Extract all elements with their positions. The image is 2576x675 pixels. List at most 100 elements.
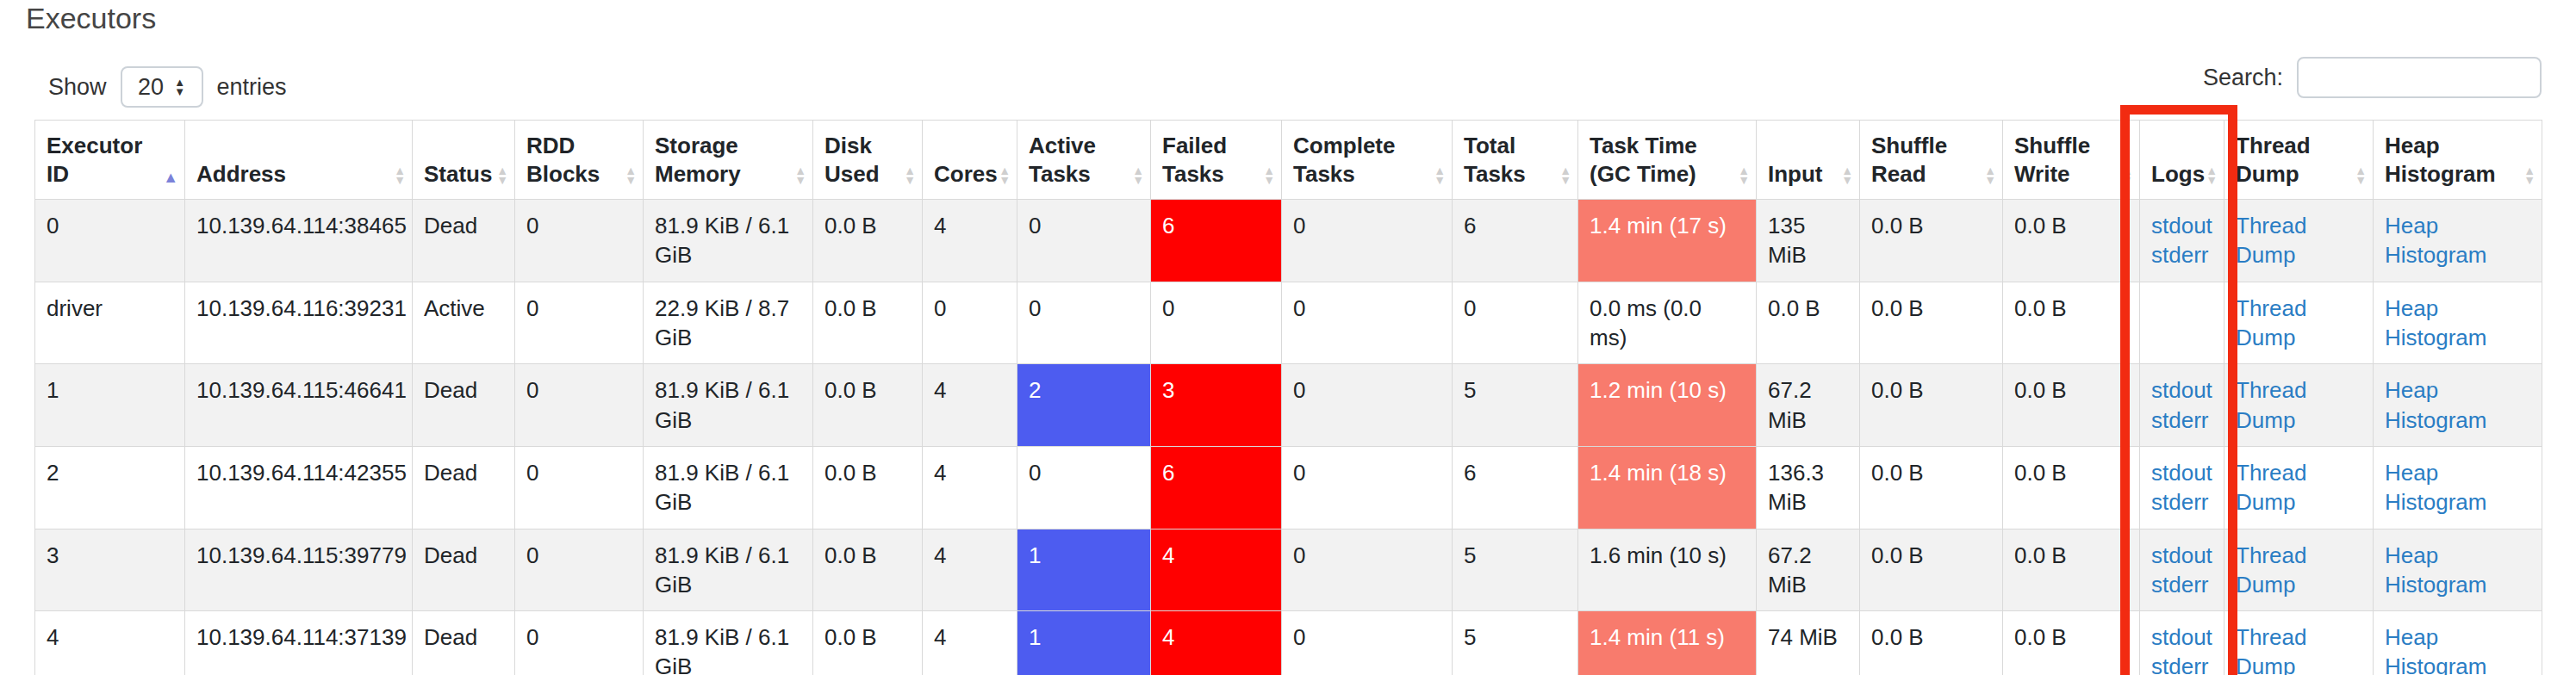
cell-input: 135 MiB [1757,200,1860,282]
cell-executor-id: 1 [35,364,185,447]
column-header-complete-tasks[interactable]: Complete Tasks▲▼ [1282,121,1453,200]
entries-label: entries [217,74,287,101]
column-header-total-tasks[interactable]: Total Tasks▲▼ [1453,121,1578,200]
cell-status: Dead [413,611,515,675]
cell-address: 10.139.64.114:37139 [185,611,413,675]
thread-dump-link[interactable]: Thread Dump [2236,542,2306,598]
cell-address: 10.139.64.115:39779 [185,529,413,611]
cell-active-tasks: 0 [1017,200,1151,282]
column-header-rdd-blocks[interactable]: RDD Blocks▲▼ [515,121,644,200]
cell-disk-used: 0.0 B [813,446,923,529]
stdout-link[interactable]: stdout [2151,542,2212,568]
entries-select[interactable]: 20 ▲▼ [121,66,203,108]
cell-active-tasks: 1 [1017,529,1151,611]
column-header-shuffle-write[interactable]: Shuffle Write▲▼ [2003,121,2140,200]
stderr-link[interactable]: stderr [2151,407,2208,433]
heap-histogram-link[interactable]: Heap Histogram [2385,624,2486,675]
cell-logs: stdout stderr [2140,446,2224,529]
cell-rdd-blocks: 0 [515,611,644,675]
cell-cores: 4 [923,200,1017,282]
search-control: Search: [2203,55,2542,100]
column-header-logs[interactable]: Logs▲▼ [2140,121,2224,200]
column-header-thread-dump[interactable]: Thread Dump▲▼ [2224,121,2374,200]
table-body: 010.139.64.114:38465Dead081.9 KiB / 6.1 … [35,200,2542,675]
cell-storage-memory: 81.9 KiB / 6.1 GiB [644,446,813,529]
cell-executor-id: 4 [35,611,185,675]
column-header-status[interactable]: Status▲▼ [413,121,515,200]
heap-histogram-link[interactable]: Heap Histogram [2385,377,2486,432]
cell-logs: stdout stderr [2140,200,2224,282]
thread-dump-link[interactable]: Thread Dump [2236,213,2306,268]
column-header-active-tasks[interactable]: Active Tasks▲▼ [1017,121,1151,200]
column-header-failed-tasks[interactable]: Failed Tasks▲▼ [1151,121,1282,200]
thread-dump-link[interactable]: Thread Dump [2236,377,2306,432]
sort-both-icon: ▲▼ [1559,166,1571,185]
page-title: Executors [26,2,156,35]
cell-total-tasks: 0 [1453,282,1578,364]
table-row: driver10.139.64.116:39231Active022.9 KiB… [35,282,2542,364]
cell-shuffle-read: 0.0 B [1860,446,2003,529]
table-row: 110.139.64.115:46641Dead081.9 KiB / 6.1 … [35,364,2542,447]
search-input[interactable] [2297,57,2542,98]
column-header-executor-id[interactable]: Executor ID▲ [35,121,185,200]
stderr-link[interactable]: stderr [2151,653,2208,675]
cell-task-time: 1.2 min (10 s) [1578,364,1757,447]
cell-address: 10.139.64.114:42355 [185,446,413,529]
stdout-link[interactable]: stdout [2151,624,2212,650]
cell-failed-tasks: 6 [1151,200,1282,282]
stdout-link[interactable]: stdout [2151,460,2212,486]
heap-histogram-link[interactable]: Heap Histogram [2385,542,2486,598]
stderr-link[interactable]: stderr [2151,572,2208,598]
stderr-link[interactable]: stderr [2151,242,2208,268]
select-stepper-icon: ▲▼ [174,77,185,96]
table-row: 210.139.64.114:42355Dead081.9 KiB / 6.1 … [35,446,2542,529]
cell-shuffle-read: 0.0 B [1860,529,2003,611]
thread-dump-link[interactable]: Thread Dump [2236,460,2306,515]
column-header-heap-histogram[interactable]: Heap Histogram▲▼ [2374,121,2542,200]
cell-task-time: 0.0 ms (0.0 ms) [1578,282,1757,364]
cell-shuffle-read: 0.0 B [1860,200,2003,282]
stdout-link[interactable]: stdout [2151,377,2212,403]
column-header-task-time[interactable]: Task Time (GC Time)▲▼ [1578,121,1757,200]
cell-rdd-blocks: 0 [515,364,644,447]
column-header-input[interactable]: Input▲▼ [1757,121,1860,200]
show-entries-control: Show 20 ▲▼ entries [48,65,287,108]
cell-shuffle-write: 0.0 B [2003,529,2140,611]
column-header-address[interactable]: Address▲▼ [185,121,413,200]
cell-thread-dump: Thread Dump [2224,446,2374,529]
sort-both-icon: ▲▼ [2523,166,2536,185]
heap-histogram-link[interactable]: Heap Histogram [2385,295,2486,350]
thread-dump-link[interactable]: Thread Dump [2236,295,2306,350]
cell-storage-memory: 81.9 KiB / 6.1 GiB [644,364,813,447]
cell-executor-id: 3 [35,529,185,611]
stderr-link[interactable]: stderr [2151,489,2208,515]
cell-disk-used: 0.0 B [813,611,923,675]
column-header-disk-used[interactable]: Disk Used▲▼ [813,121,923,200]
cell-cores: 4 [923,529,1017,611]
heap-histogram-link[interactable]: Heap Histogram [2385,460,2486,515]
stdout-link[interactable]: stdout [2151,213,2212,238]
sort-both-icon: ▲▼ [1434,166,1446,185]
show-label: Show [48,74,107,101]
cell-disk-used: 0.0 B [813,200,923,282]
cell-complete-tasks: 0 [1282,282,1453,364]
cell-heap-histogram: Heap Histogram [2374,200,2542,282]
column-header-shuffle-read[interactable]: Shuffle Read▲▼ [1860,121,2003,200]
cell-failed-tasks: 4 [1151,611,1282,675]
cell-total-tasks: 5 [1453,611,1578,675]
cell-shuffle-read: 0.0 B [1860,611,2003,675]
cell-failed-tasks: 3 [1151,364,1282,447]
cell-status: Dead [413,200,515,282]
column-header-cores[interactable]: Cores▲▼ [923,121,1017,200]
cell-cores: 4 [923,446,1017,529]
column-header-storage-memory[interactable]: Storage Memory▲▼ [644,121,813,200]
sort-both-icon: ▲▼ [394,166,406,185]
column-label: Shuffle Write [2014,133,2090,187]
cell-active-tasks: 1 [1017,611,1151,675]
thread-dump-link[interactable]: Thread Dump [2236,624,2306,675]
sort-both-icon: ▲▼ [1984,166,1996,185]
cell-cores: 0 [923,282,1017,364]
cell-disk-used: 0.0 B [813,364,923,447]
cell-executor-id: driver [35,282,185,364]
heap-histogram-link[interactable]: Heap Histogram [2385,213,2486,268]
